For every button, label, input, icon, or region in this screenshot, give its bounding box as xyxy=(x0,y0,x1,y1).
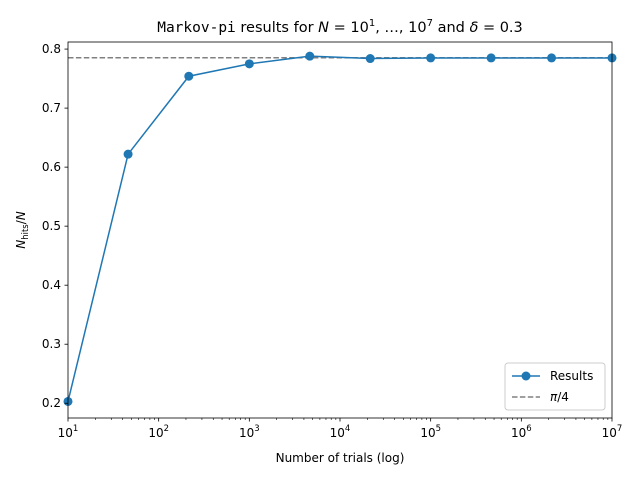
data-point xyxy=(426,53,436,63)
y-tick-label: 0.2 xyxy=(42,396,61,410)
x-axis-label: Number of trials (log) xyxy=(276,451,405,465)
x-tick-label: 105 xyxy=(420,424,441,440)
y-tick-label: 0.5 xyxy=(42,219,61,233)
x-tick-label: 107 xyxy=(602,424,623,440)
data-point xyxy=(123,149,133,159)
data-point xyxy=(305,51,315,61)
series-line-0 xyxy=(68,55,612,402)
data-point xyxy=(365,54,375,64)
legend-pi-label: π/4 xyxy=(550,390,569,404)
x-tick-label: 102 xyxy=(148,424,169,440)
data-point xyxy=(244,59,254,69)
plot-frame xyxy=(67,41,613,419)
data-point xyxy=(547,53,557,63)
legend-results-marker xyxy=(521,371,531,381)
x-tick-label: 106 xyxy=(511,424,532,440)
y-tick-label: 0.3 xyxy=(42,337,61,351)
x-tick-label: 103 xyxy=(239,424,260,440)
x-tick-label: 104 xyxy=(330,424,351,440)
y-tick-label: 0.4 xyxy=(42,278,61,292)
y-tick-label: 0.7 xyxy=(42,101,61,115)
legend-results-label: Results xyxy=(550,369,593,383)
x-tick-label: 101 xyxy=(58,424,79,440)
chart-title: Markov-pi results for N = 101, …, 107 an… xyxy=(157,18,523,36)
y-tick-label: 0.8 xyxy=(42,42,61,56)
y-tick-label: 0.6 xyxy=(42,160,61,174)
axes: 101 102 103 104 105 106 107 0.2 0.3 0.4 0.5 0.6 0.7 0… xyxy=(42,41,623,440)
plot-area xyxy=(63,51,617,406)
data-point xyxy=(184,71,194,81)
data-point xyxy=(486,53,496,63)
y-axis-label: Nhits/N xyxy=(14,211,31,249)
legend: Results π/4 xyxy=(504,362,606,411)
